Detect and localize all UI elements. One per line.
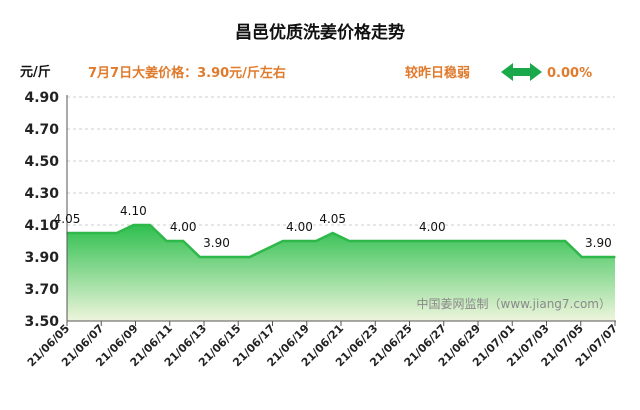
data-point	[448, 240, 450, 242]
data-label: 4.00	[170, 220, 197, 234]
data-point	[514, 240, 517, 242]
data-point	[199, 256, 201, 258]
y-tick-label: 4.10	[24, 218, 59, 234]
data-point	[116, 232, 118, 234]
watermark: 中国姜网监制（www.jiang7.com）	[417, 296, 611, 311]
data-point	[498, 240, 500, 242]
data-point	[581, 256, 583, 258]
data-point	[82, 232, 85, 234]
data-point	[248, 256, 251, 258]
data-point	[481, 240, 484, 242]
data-label: 4.00	[286, 220, 313, 234]
data-point	[431, 240, 434, 242]
change-percent: 0.00%	[547, 66, 592, 81]
data-label: 4.05	[319, 212, 346, 226]
y-tick-label: 3.90	[24, 250, 59, 266]
data-labels: 4.05 4.10 4.00 3.90 4.00 4.05 4.00 3.90	[54, 204, 612, 250]
y-tick-label: 4.90	[24, 90, 59, 106]
data-point	[99, 232, 101, 234]
data-label: 3.90	[203, 236, 230, 250]
y-tick-label: 3.50	[24, 314, 59, 330]
price-note: 7月7日大姜价格：3.90元/斤左右	[88, 65, 286, 81]
data-point	[531, 240, 533, 242]
data-point	[547, 240, 550, 242]
data-point	[348, 240, 351, 242]
data-point	[149, 224, 151, 226]
data-point	[132, 224, 135, 226]
y-tick-label: 4.50	[24, 154, 59, 170]
data-point	[564, 240, 566, 242]
series-line	[67, 223, 615, 259]
price-area	[66, 223, 616, 321]
data-point	[464, 240, 467, 242]
data-point	[282, 240, 284, 242]
y-tick-label: 3.70	[24, 282, 59, 298]
double-arrow-icon	[501, 63, 542, 81]
data-point	[381, 240, 384, 242]
data-label: 4.05	[54, 212, 81, 226]
data-label: 4.10	[120, 204, 147, 218]
data-point	[215, 256, 218, 258]
x-axis-ticks: 21/06/0521/06/0721/06/0921/06/1121/06/13…	[25, 321, 620, 369]
unit-label: 元/斤	[20, 64, 51, 80]
data-label: 3.90	[585, 236, 612, 250]
data-point	[398, 240, 400, 242]
data-point	[182, 240, 184, 242]
y-tick-label: 4.30	[24, 186, 59, 202]
data-point	[165, 240, 168, 242]
data-point	[414, 240, 417, 242]
data-point	[365, 240, 367, 242]
data-point	[265, 248, 268, 250]
y-axis-ticks: 3.50 3.70 3.90 4.10 4.30 4.50 4.70 4.90	[24, 90, 59, 330]
y-tick-label: 4.70	[24, 122, 59, 138]
data-point	[298, 240, 301, 242]
chart-title: 昌邑优质洗姜价格走势	[235, 22, 405, 43]
area-fill	[67, 225, 615, 321]
data-point	[315, 240, 317, 242]
trend-note: 较昨日稳弱	[405, 65, 470, 81]
data-point	[597, 256, 600, 258]
data-point	[331, 232, 334, 234]
data-label: 4.00	[419, 220, 446, 234]
data-point	[614, 256, 616, 258]
data-point	[232, 256, 234, 258]
